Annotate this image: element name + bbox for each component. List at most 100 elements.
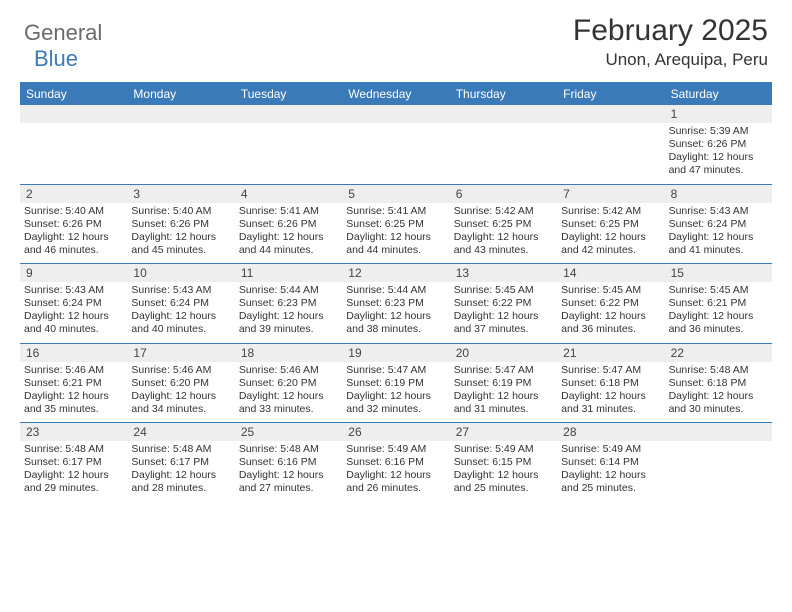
weekday-header: Thursday: [450, 83, 557, 105]
daylight-line: Daylight: 12 hours and 32 minutes.: [346, 390, 445, 416]
day-cell: 5Sunrise: 5:41 AMSunset: 6:25 PMDaylight…: [342, 185, 449, 264]
day-details: Sunrise: 5:47 AMSunset: 6:18 PMDaylight:…: [557, 362, 664, 417]
daylight-line: Daylight: 12 hours and 25 minutes.: [454, 469, 553, 495]
sunset-line: Sunset: 6:24 PM: [24, 297, 123, 310]
day-details: Sunrise: 5:43 AMSunset: 6:24 PMDaylight:…: [20, 282, 127, 337]
day-number: 17: [127, 344, 234, 362]
sunset-line: Sunset: 6:24 PM: [131, 297, 230, 310]
sunrise-line: Sunrise: 5:47 AM: [346, 364, 445, 377]
sunset-line: Sunset: 6:17 PM: [131, 456, 230, 469]
month-title: February 2025: [573, 14, 768, 48]
weekday-header: Sunday: [20, 83, 127, 105]
day-cell: 15Sunrise: 5:45 AMSunset: 6:21 PMDayligh…: [665, 264, 772, 343]
weekday-header-row: Sunday Monday Tuesday Wednesday Thursday…: [20, 83, 772, 105]
daylight-line: Daylight: 12 hours and 35 minutes.: [24, 390, 123, 416]
sunset-line: Sunset: 6:26 PM: [669, 138, 768, 151]
sunset-line: Sunset: 6:15 PM: [454, 456, 553, 469]
sunset-line: Sunset: 6:19 PM: [454, 377, 553, 390]
day-details: Sunrise: 5:43 AMSunset: 6:24 PMDaylight:…: [127, 282, 234, 337]
day-number: [20, 105, 127, 123]
day-details: Sunrise: 5:41 AMSunset: 6:26 PMDaylight:…: [235, 203, 342, 258]
day-cell: 1Sunrise: 5:39 AMSunset: 6:26 PMDaylight…: [665, 105, 772, 184]
sunset-line: Sunset: 6:23 PM: [346, 297, 445, 310]
sunrise-line: Sunrise: 5:46 AM: [131, 364, 230, 377]
logo-word-general: General: [24, 20, 102, 45]
page-header: General Blue February 2025 Unon, Arequip…: [0, 0, 792, 78]
week-row: 9Sunrise: 5:43 AMSunset: 6:24 PMDaylight…: [20, 263, 772, 343]
day-number: 18: [235, 344, 342, 362]
day-cell: 12Sunrise: 5:44 AMSunset: 6:23 PMDayligh…: [342, 264, 449, 343]
day-number: [557, 105, 664, 123]
day-number: 14: [557, 264, 664, 282]
day-details: Sunrise: 5:49 AMSunset: 6:14 PMDaylight:…: [557, 441, 664, 496]
daylight-line: Daylight: 12 hours and 28 minutes.: [131, 469, 230, 495]
sunset-line: Sunset: 6:20 PM: [239, 377, 338, 390]
sunset-line: Sunset: 6:26 PM: [131, 218, 230, 231]
day-cell: 2Sunrise: 5:40 AMSunset: 6:26 PMDaylight…: [20, 185, 127, 264]
day-cell: 14Sunrise: 5:45 AMSunset: 6:22 PMDayligh…: [557, 264, 664, 343]
day-details: Sunrise: 5:48 AMSunset: 6:18 PMDaylight:…: [665, 362, 772, 417]
day-number: 19: [342, 344, 449, 362]
day-number: 6: [450, 185, 557, 203]
day-details: Sunrise: 5:45 AMSunset: 6:22 PMDaylight:…: [450, 282, 557, 337]
day-details: Sunrise: 5:46 AMSunset: 6:20 PMDaylight:…: [127, 362, 234, 417]
sunrise-line: Sunrise: 5:45 AM: [454, 284, 553, 297]
day-cell: 8Sunrise: 5:43 AMSunset: 6:24 PMDaylight…: [665, 185, 772, 264]
sunset-line: Sunset: 6:16 PM: [346, 456, 445, 469]
day-number: 24: [127, 423, 234, 441]
daylight-line: Daylight: 12 hours and 31 minutes.: [561, 390, 660, 416]
daylight-line: Daylight: 12 hours and 30 minutes.: [669, 390, 768, 416]
weeks-container: 1Sunrise: 5:39 AMSunset: 6:26 PMDaylight…: [20, 105, 772, 502]
sunset-line: Sunset: 6:26 PM: [239, 218, 338, 231]
day-details: Sunrise: 5:44 AMSunset: 6:23 PMDaylight:…: [342, 282, 449, 337]
brand-logo: General Blue: [24, 14, 104, 72]
daylight-line: Daylight: 12 hours and 36 minutes.: [669, 310, 768, 336]
sunrise-line: Sunrise: 5:43 AM: [24, 284, 123, 297]
sunrise-line: Sunrise: 5:49 AM: [454, 443, 553, 456]
day-cell: 22Sunrise: 5:48 AMSunset: 6:18 PMDayligh…: [665, 344, 772, 423]
sunset-line: Sunset: 6:22 PM: [454, 297, 553, 310]
sunrise-line: Sunrise: 5:40 AM: [131, 205, 230, 218]
day-number: 25: [235, 423, 342, 441]
day-cell: 3Sunrise: 5:40 AMSunset: 6:26 PMDaylight…: [127, 185, 234, 264]
sunrise-line: Sunrise: 5:44 AM: [346, 284, 445, 297]
day-cell: [235, 105, 342, 184]
week-row: 2Sunrise: 5:40 AMSunset: 6:26 PMDaylight…: [20, 184, 772, 264]
day-details: Sunrise: 5:47 AMSunset: 6:19 PMDaylight:…: [450, 362, 557, 417]
day-details: Sunrise: 5:47 AMSunset: 6:19 PMDaylight:…: [342, 362, 449, 417]
day-cell: 13Sunrise: 5:45 AMSunset: 6:22 PMDayligh…: [450, 264, 557, 343]
day-number: 23: [20, 423, 127, 441]
daylight-line: Daylight: 12 hours and 45 minutes.: [131, 231, 230, 257]
sunset-line: Sunset: 6:19 PM: [346, 377, 445, 390]
day-number: 2: [20, 185, 127, 203]
sunrise-line: Sunrise: 5:48 AM: [239, 443, 338, 456]
week-row: 1Sunrise: 5:39 AMSunset: 6:26 PMDaylight…: [20, 105, 772, 184]
day-cell: 6Sunrise: 5:42 AMSunset: 6:25 PMDaylight…: [450, 185, 557, 264]
logo-text-wrap: General Blue: [24, 20, 104, 72]
sunset-line: Sunset: 6:18 PM: [669, 377, 768, 390]
day-details: Sunrise: 5:42 AMSunset: 6:25 PMDaylight:…: [450, 203, 557, 258]
sunrise-line: Sunrise: 5:48 AM: [669, 364, 768, 377]
weekday-header: Saturday: [665, 83, 772, 105]
daylight-line: Daylight: 12 hours and 44 minutes.: [239, 231, 338, 257]
daylight-line: Daylight: 12 hours and 33 minutes.: [239, 390, 338, 416]
day-cell: 16Sunrise: 5:46 AMSunset: 6:21 PMDayligh…: [20, 344, 127, 423]
day-cell: [557, 105, 664, 184]
sunrise-line: Sunrise: 5:45 AM: [669, 284, 768, 297]
sunrise-line: Sunrise: 5:48 AM: [131, 443, 230, 456]
sunset-line: Sunset: 6:21 PM: [24, 377, 123, 390]
daylight-line: Daylight: 12 hours and 40 minutes.: [131, 310, 230, 336]
daylight-line: Daylight: 12 hours and 46 minutes.: [24, 231, 123, 257]
daylight-line: Daylight: 12 hours and 31 minutes.: [454, 390, 553, 416]
day-number: 20: [450, 344, 557, 362]
day-number: 28: [557, 423, 664, 441]
daylight-line: Daylight: 12 hours and 34 minutes.: [131, 390, 230, 416]
sunset-line: Sunset: 6:18 PM: [561, 377, 660, 390]
sunrise-line: Sunrise: 5:49 AM: [346, 443, 445, 456]
weekday-header: Wednesday: [342, 83, 449, 105]
daylight-line: Daylight: 12 hours and 38 minutes.: [346, 310, 445, 336]
sunset-line: Sunset: 6:25 PM: [561, 218, 660, 231]
day-cell: 21Sunrise: 5:47 AMSunset: 6:18 PMDayligh…: [557, 344, 664, 423]
day-cell: 28Sunrise: 5:49 AMSunset: 6:14 PMDayligh…: [557, 423, 664, 502]
day-cell: 19Sunrise: 5:47 AMSunset: 6:19 PMDayligh…: [342, 344, 449, 423]
